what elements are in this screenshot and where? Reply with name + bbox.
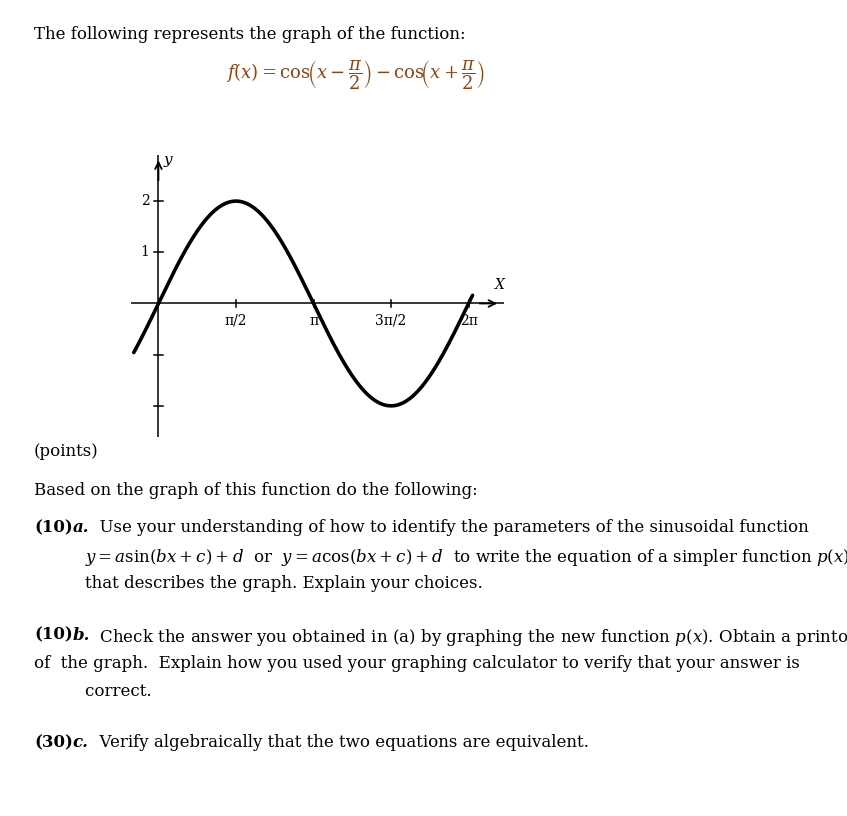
Text: b.: b.	[73, 627, 91, 644]
Text: c.: c.	[73, 734, 89, 752]
Text: (10): (10)	[34, 627, 73, 644]
Text: of  the graph.  Explain how you used your graphing calculator to verify that you: of the graph. Explain how you used your …	[34, 654, 800, 672]
Text: y: y	[163, 153, 172, 167]
Text: Check the answer you obtained in (a) by graphing the new function $p(x)$. Obtain: Check the answer you obtained in (a) by …	[89, 627, 847, 648]
Text: 1: 1	[141, 246, 150, 259]
Text: π: π	[309, 313, 318, 328]
Text: The following represents the graph of the function:: The following represents the graph of th…	[34, 26, 466, 43]
Text: 3π/2: 3π/2	[375, 313, 407, 328]
Text: Use your understanding of how to identify the parameters of the sinusoidal funct: Use your understanding of how to identif…	[89, 519, 809, 536]
Text: a.: a.	[73, 519, 89, 536]
Text: Based on the graph of this function do the following:: Based on the graph of this function do t…	[34, 482, 478, 499]
Text: 2: 2	[141, 194, 150, 208]
Text: correct.: correct.	[64, 683, 151, 700]
Text: $y = a\sin(bx + c) + d$  or  $y = a\cos(bx + c) + d$  to write the equation of a: $y = a\sin(bx + c) + d$ or $y = a\cos(bx…	[64, 547, 847, 568]
Text: Verify algebraically that the two equations are equivalent.: Verify algebraically that the two equati…	[89, 734, 589, 752]
Text: (30): (30)	[34, 734, 73, 752]
Text: X: X	[495, 278, 505, 292]
Text: 2π: 2π	[460, 313, 478, 328]
Text: (10): (10)	[34, 519, 73, 536]
Text: (points): (points)	[34, 443, 98, 460]
Text: that describes the graph. Explain your choices.: that describes the graph. Explain your c…	[64, 575, 482, 592]
Text: $f(x) = \mathrm{cos}\!\left(x - \dfrac{\pi}{2}\right) - \mathrm{cos}\!\left(x + : $f(x) = \mathrm{cos}\!\left(x - \dfrac{\…	[226, 59, 485, 92]
Text: π/2: π/2	[224, 313, 247, 328]
